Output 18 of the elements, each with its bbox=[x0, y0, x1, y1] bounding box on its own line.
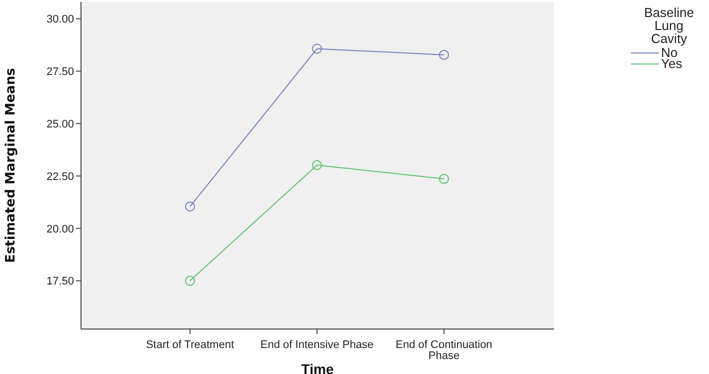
point bbox=[439, 50, 449, 60]
y-tick-label: 27.50 bbox=[46, 66, 74, 78]
y-tick-label: 25.00 bbox=[46, 118, 74, 130]
point bbox=[185, 202, 195, 212]
y-tick-label: 20.00 bbox=[46, 223, 74, 236]
point bbox=[312, 44, 322, 54]
x-tick-label: Start of Treatment bbox=[146, 339, 234, 351]
point bbox=[312, 160, 322, 170]
x-tick-label: End of Continuation Phase bbox=[396, 339, 492, 362]
point bbox=[185, 276, 195, 286]
y-tick-label: 30.00 bbox=[46, 14, 74, 26]
y-axis-title: Estimated Marginal Means bbox=[4, 68, 19, 263]
point bbox=[439, 174, 449, 184]
legend-title: Baseline Lung Cavity bbox=[643, 5, 695, 46]
y-tick-label: 22.50 bbox=[46, 170, 74, 183]
x-axis-title: Time bbox=[301, 361, 334, 374]
x-tick-label: End of Intensive Phase bbox=[260, 339, 374, 351]
y-tick-label: 17.50 bbox=[46, 276, 74, 288]
